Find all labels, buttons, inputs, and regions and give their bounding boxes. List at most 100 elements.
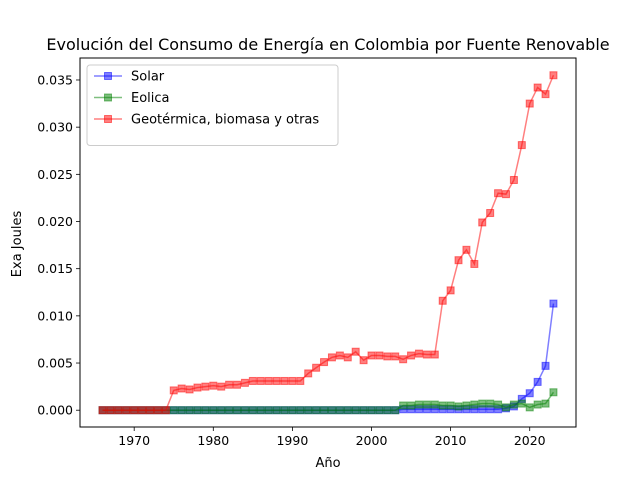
data-point xyxy=(407,401,416,410)
data-point xyxy=(240,378,249,387)
data-point xyxy=(549,388,558,397)
data-point xyxy=(391,352,400,361)
data-point xyxy=(130,406,139,415)
data-point xyxy=(256,376,265,385)
data-point xyxy=(525,99,534,108)
series-3 xyxy=(98,71,558,415)
data-point xyxy=(494,400,503,409)
data-point xyxy=(486,209,495,218)
data-point xyxy=(478,218,487,227)
data-point xyxy=(525,403,534,412)
data-point xyxy=(422,400,431,409)
data-point xyxy=(343,406,352,415)
y-tick-label: 0.030 xyxy=(37,120,73,135)
data-point xyxy=(177,406,186,415)
data-point xyxy=(501,403,510,412)
data-point xyxy=(217,406,226,415)
data-point xyxy=(248,406,257,415)
data-point xyxy=(541,399,550,408)
y-tick-label: 0.035 xyxy=(37,72,73,87)
data-point xyxy=(312,406,321,415)
data-point xyxy=(383,406,392,415)
data-point xyxy=(383,352,392,361)
data-point xyxy=(422,350,431,359)
legend: Solar Eolica Geotérmica, biomasa y otras xyxy=(86,64,339,146)
y-tick-label: 0.015 xyxy=(37,261,73,276)
legend-label: Eolica xyxy=(131,91,170,106)
data-point xyxy=(185,406,194,415)
chart-title: Evolución del Consumo de Energía en Colo… xyxy=(46,35,609,54)
x-tick-label: 1980 xyxy=(197,433,229,448)
data-point xyxy=(533,400,542,409)
plot-frame xyxy=(79,57,577,428)
data-point xyxy=(549,71,558,80)
legend-marker xyxy=(104,72,112,80)
data-point xyxy=(414,400,423,409)
data-point xyxy=(233,380,242,389)
data-point xyxy=(454,402,463,411)
data-point xyxy=(320,406,329,415)
data-point xyxy=(233,406,242,415)
data-point xyxy=(256,406,265,415)
series-layer xyxy=(98,71,558,415)
data-point xyxy=(272,376,281,385)
data-point xyxy=(209,381,218,390)
data-point xyxy=(351,406,360,415)
legend-box xyxy=(86,64,339,146)
y-tick-label: 0.000 xyxy=(37,403,73,418)
legend-marker xyxy=(104,93,112,102)
data-point xyxy=(541,361,550,370)
data-point xyxy=(446,286,455,295)
y-axis-label: Exa Joules xyxy=(10,211,25,278)
data-point xyxy=(264,376,273,385)
data-point xyxy=(367,351,376,360)
data-point xyxy=(359,356,368,365)
data-point xyxy=(217,382,226,391)
data-point xyxy=(414,349,423,358)
data-point xyxy=(146,406,155,415)
data-point xyxy=(304,369,313,378)
data-point xyxy=(549,299,558,308)
data-point xyxy=(193,406,202,415)
data-point xyxy=(248,376,257,385)
data-point xyxy=(201,406,210,415)
data-point xyxy=(430,350,439,359)
y-tick-label: 0.005 xyxy=(37,356,73,371)
data-point xyxy=(312,363,321,372)
legend-marker xyxy=(104,115,112,123)
data-point xyxy=(296,376,305,385)
data-point xyxy=(399,401,408,410)
data-point xyxy=(438,296,447,305)
data-point xyxy=(494,189,503,198)
data-point xyxy=(320,358,329,367)
data-point xyxy=(304,406,313,415)
data-point xyxy=(517,141,526,150)
data-point xyxy=(280,406,289,415)
data-point xyxy=(327,353,336,362)
data-point xyxy=(359,406,368,415)
data-point xyxy=(375,406,384,415)
data-point xyxy=(335,406,344,415)
data-point xyxy=(478,399,487,408)
data-point xyxy=(225,380,234,389)
data-point xyxy=(327,406,336,415)
data-point xyxy=(525,389,534,398)
legend-label: Solar xyxy=(131,70,165,85)
x-tick-label: 1990 xyxy=(276,433,308,448)
data-point xyxy=(343,353,352,362)
data-point xyxy=(240,406,249,415)
y-tick-label: 0.020 xyxy=(37,214,73,229)
data-point xyxy=(351,347,360,356)
data-point xyxy=(201,382,210,391)
data-point xyxy=(98,406,107,415)
data-point xyxy=(517,399,526,408)
legend-label: Geotérmica, biomasa y otras xyxy=(131,113,319,128)
data-point xyxy=(114,406,123,415)
data-point xyxy=(391,406,400,415)
data-point xyxy=(335,351,344,360)
axis-ticks: 1970 1980 1990 2000 2010 2020 0.000 0.005 0.010 0… xyxy=(37,72,545,448)
data-point xyxy=(153,406,162,415)
x-axis-label: Año xyxy=(315,456,340,471)
data-point xyxy=(225,406,234,415)
